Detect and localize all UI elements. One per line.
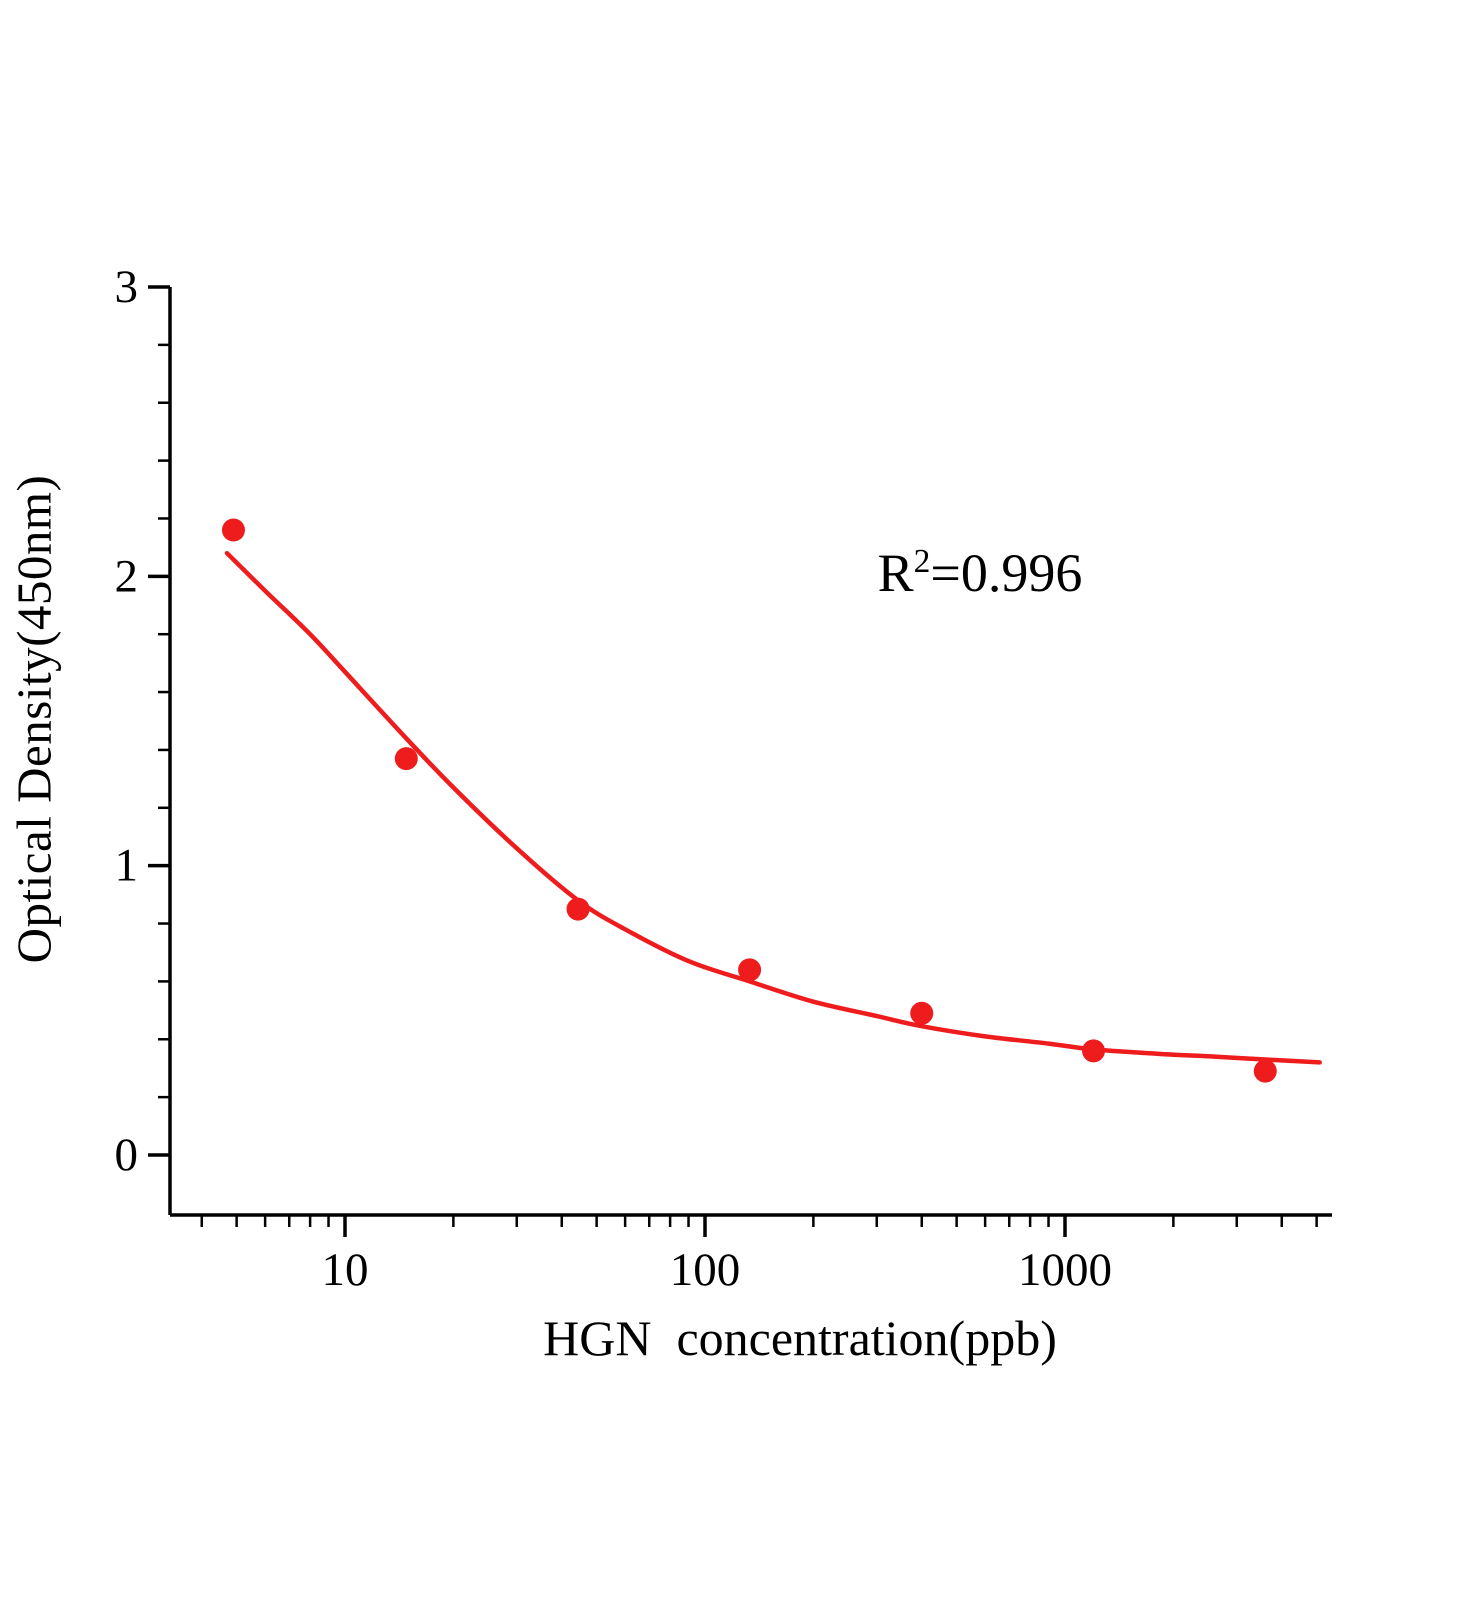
data-point bbox=[221, 518, 245, 542]
data-point bbox=[910, 1001, 934, 1025]
fit-curve bbox=[224, 550, 1322, 1065]
x-tick-label: 100 bbox=[670, 1244, 741, 1296]
y-tick-label: 2 bbox=[115, 550, 139, 602]
data-point bbox=[394, 747, 418, 771]
data-point bbox=[1082, 1039, 1106, 1063]
annotation-rest: =0.996 bbox=[930, 543, 1083, 603]
y-tick-label: 0 bbox=[115, 1129, 139, 1181]
x-axis-title: HGN concentration(ppb) bbox=[543, 1310, 1057, 1366]
data-point bbox=[738, 958, 762, 982]
y-tick-label: 3 bbox=[115, 261, 139, 313]
data-point bbox=[566, 897, 590, 921]
r-squared-annotation: R2=0.996 bbox=[878, 542, 1083, 604]
data-point bbox=[1253, 1059, 1277, 1083]
x-tick-label: 1000 bbox=[1018, 1244, 1112, 1296]
y-tick-label: 1 bbox=[115, 840, 139, 892]
annotation-base: R bbox=[877, 543, 914, 603]
y-axis-title: Optical Density(450nm) bbox=[6, 474, 62, 964]
x-tick-label: 10 bbox=[322, 1244, 369, 1296]
annotation-sup: 2 bbox=[913, 543, 931, 580]
